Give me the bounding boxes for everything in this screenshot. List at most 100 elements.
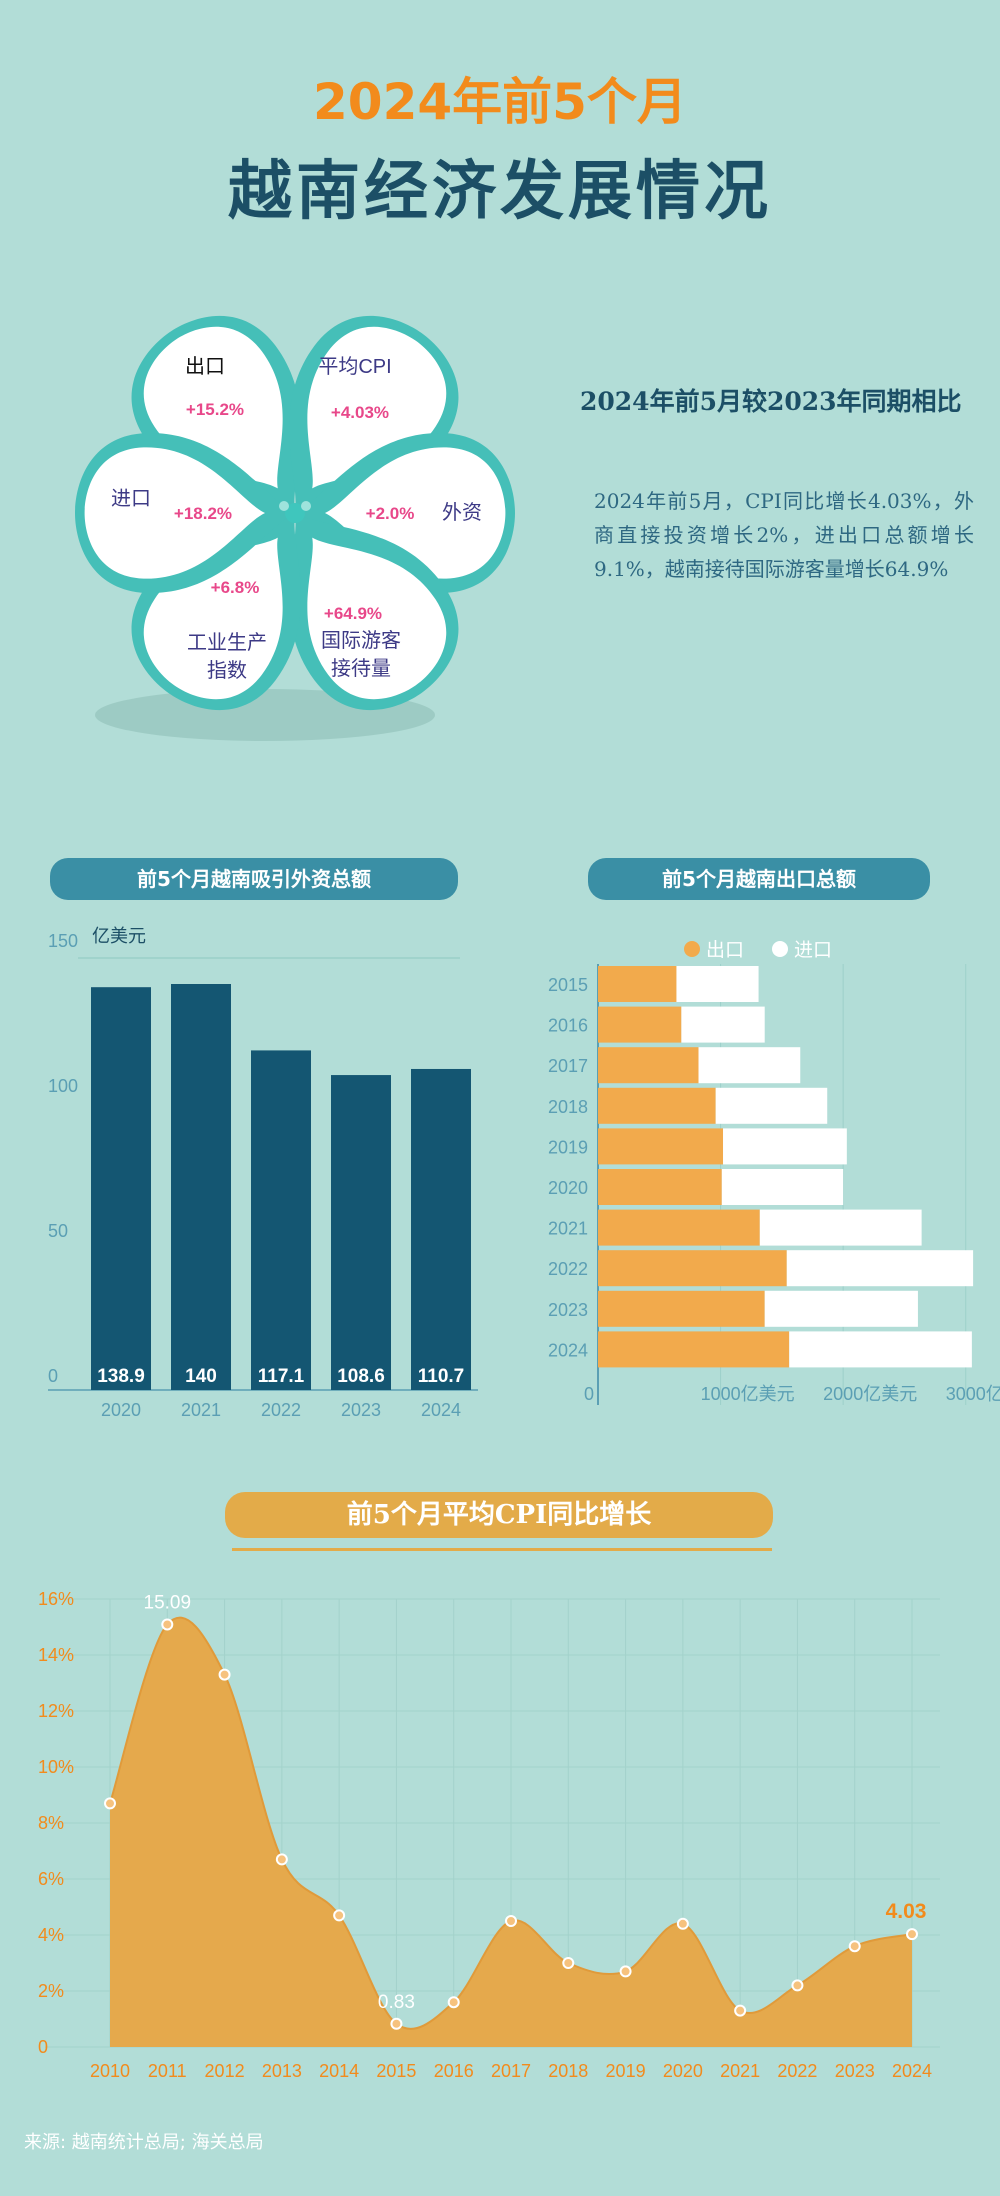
trade-bar-export	[598, 1128, 724, 1165]
cpi-y-tick: 10%	[38, 1757, 74, 1777]
trade-bar-import	[789, 1331, 972, 1368]
fdi-chart-title: 前5个月越南吸引外资总额	[50, 858, 458, 900]
cpi-y-tick: 6%	[38, 1869, 64, 1889]
cpi-x-tick: 2011	[148, 2061, 187, 2081]
trade-bar-import	[715, 1087, 828, 1124]
cpi-y-tick: 12%	[38, 1701, 74, 1721]
trade-bar-import	[721, 1169, 844, 1205]
fdi-bar-value: 117.1	[258, 1366, 305, 1387]
cpi-x-tick: 2020	[663, 2061, 703, 2081]
trade-y-tick: 2021	[548, 1219, 588, 1239]
cpi-point	[848, 1940, 861, 1953]
trade-bar-export	[598, 1290, 765, 1327]
cpi-y-tick: 16%	[38, 1589, 74, 1609]
trade-x-tick: 0	[584, 1384, 594, 1404]
petal-value-5: +6.8%	[211, 578, 260, 597]
trade-bar-export	[598, 1250, 787, 1287]
trade-bar-import	[759, 1209, 922, 1246]
cpi-y-tick: 2%	[38, 1981, 64, 2001]
cpi-point	[218, 1668, 231, 1681]
cpi-y-tick: 4%	[38, 1925, 64, 1945]
compare-body: 2024年前5月，CPI同比增长4.03%，外商直接投资增长2%，进出口总额增长…	[594, 489, 974, 581]
cpi-title-underline	[232, 1548, 772, 1551]
fdi-x-tick: 2023	[341, 1400, 381, 1420]
cpi-chart-title: 前5个月平均CPI同比增长	[225, 1492, 773, 1538]
cpi-x-tick: 2014	[319, 2061, 359, 2081]
trade-y-tick: 2020	[548, 1178, 588, 1198]
cpi-data-label: 15.09	[144, 1592, 192, 1613]
trade-bar-export	[598, 1006, 682, 1043]
petal-value-4: +64.9%	[324, 604, 382, 623]
cpi-point	[676, 1917, 689, 1930]
trade-bar-export	[598, 1209, 760, 1246]
flower-center	[285, 503, 305, 523]
trade-y-tick: 2015	[548, 975, 588, 995]
growth-flower: 出口 +15.2% 平均CPI +4.03% 外资 +2.0% 国际游客接待量 +64.9% 工…	[75, 315, 515, 741]
fdi-bar	[331, 1075, 391, 1390]
cpi-point	[447, 1996, 460, 2009]
trade-y-tick: 2024	[548, 1340, 588, 1360]
cpi-x-tick: 2023	[835, 2061, 875, 2081]
fdi-bar-value: 138.9	[97, 1366, 145, 1387]
fdi-x-tick: 2024	[421, 1400, 461, 1420]
fdi-bar	[171, 984, 231, 1390]
cpi-area	[110, 1617, 912, 2047]
cpi-x-tick: 2021	[720, 2061, 760, 2081]
fdi-bar-value: 140	[185, 1366, 217, 1387]
cpi-point	[791, 1979, 804, 1992]
fdi-unit-label: 亿美元	[92, 926, 146, 946]
fdi-bar	[91, 987, 151, 1390]
cpi-x-tick: 2017	[491, 2061, 531, 2081]
trade-bar-import	[786, 1250, 974, 1287]
cpi-x-tick: 2013	[262, 2061, 302, 2081]
trade-chart-title: 前5个月越南出口总额	[588, 858, 930, 900]
petal-label-5: 工业生产指数	[187, 631, 267, 682]
trade-x-tick: 2000亿美元	[823, 1384, 917, 1404]
cpi-y-tick: 14%	[38, 1645, 74, 1665]
cpi-x-tick: 2018	[548, 2061, 588, 2081]
cpi-point	[505, 1915, 517, 1927]
fdi-bar-value: 110.7	[418, 1366, 465, 1387]
trade-bar-export	[598, 1331, 790, 1368]
petal-4	[289, 513, 459, 711]
cpi-point	[104, 1797, 116, 1810]
trade-bar-chart: 出口 进口 2015 2016 2017 2018 2019 2020 2021 2022 2023…	[548, 939, 1000, 1405]
trade-bar-import	[723, 1128, 847, 1165]
fdi-bar-chart: 0 50 100 150 亿美元 138.9 2020 140 2021 117.1 2022 108…	[48, 926, 478, 1420]
trade-legend-swatch	[772, 941, 788, 957]
cpi-point	[619, 1965, 632, 1978]
fdi-x-tick: 2022	[261, 1400, 301, 1420]
compare-heading: 2024年前5月较2023年同期相比	[580, 387, 962, 416]
main-title: 越南经济发展情况	[228, 154, 772, 229]
trade-y-tick: 2018	[548, 1097, 588, 1117]
trade-bar-import	[764, 1290, 918, 1327]
fdi-x-tick: 2021	[181, 1400, 221, 1420]
cpi-point	[333, 1909, 346, 1922]
cpi-y-tick: 8%	[38, 1813, 64, 1833]
trade-bar-import	[676, 966, 759, 1002]
trade-bar-import	[698, 1047, 801, 1084]
cpi-x-tick: 2019	[606, 2061, 646, 2081]
petal-6	[75, 432, 295, 594]
cpi-point	[275, 1853, 288, 1866]
petal-value-1: +15.2%	[186, 400, 244, 419]
trade-legend-swatch	[684, 941, 700, 957]
cpi-x-tick: 2022	[777, 2061, 817, 2081]
trade-bar-export	[598, 1047, 699, 1084]
trade-bar-export	[598, 1087, 716, 1124]
cpi-point	[906, 1928, 918, 1941]
fdi-y-tick: 150	[48, 931, 78, 951]
cpi-point	[562, 1957, 575, 1969]
trade-x-tick: 3000亿美元	[946, 1384, 1000, 1404]
petal-label-2: 平均CPI	[318, 355, 391, 378]
cpi-point	[734, 2004, 747, 2017]
fdi-y-tick: 100	[48, 1076, 78, 1096]
fdi-y-tick: 50	[48, 1221, 68, 1241]
cpi-area-chart: 0 2% 4% 6% 8% 10% 12% 14% 16% 2010 2011 15.09 2012 20…	[38, 1589, 940, 2081]
petal-label-4: 国际游客接待量	[321, 629, 401, 680]
cpi-y-tick: 0	[38, 2037, 48, 2057]
petal-label-1: 出口	[185, 355, 225, 378]
trade-bar-import	[681, 1006, 765, 1043]
trade-y-tick: 2023	[548, 1300, 588, 1320]
